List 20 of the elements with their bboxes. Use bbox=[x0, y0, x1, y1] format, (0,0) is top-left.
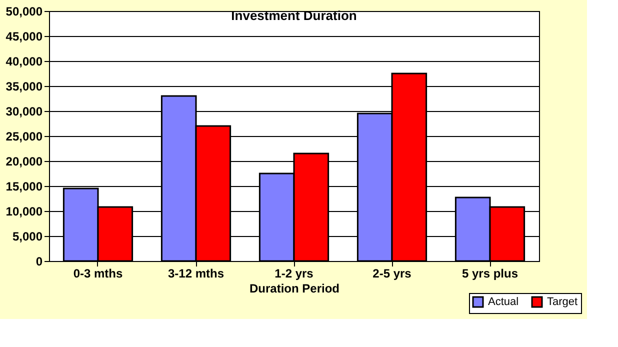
y-tick-label: 15,000 bbox=[6, 180, 43, 194]
x-tick-label: 2-5 yrs bbox=[372, 266, 412, 280]
y-tick-label: 0 bbox=[36, 254, 43, 268]
y-tick-label: 5,000 bbox=[12, 230, 43, 244]
chart-title: Investment Duration bbox=[231, 8, 357, 23]
y-tick-label: 45,000 bbox=[6, 30, 43, 44]
x-tick-label: 1-2 yrs bbox=[274, 266, 314, 280]
x-tick-label: 3-12 mths bbox=[168, 266, 224, 280]
x-tick-label: 5 yrs plus bbox=[462, 266, 518, 280]
legend-label: Actual bbox=[488, 296, 519, 308]
y-tick-label: 25,000 bbox=[6, 130, 43, 144]
y-tick-label: 30,000 bbox=[6, 104, 43, 118]
legend-label: Target bbox=[547, 296, 578, 308]
x-axis-title: Duration Period bbox=[249, 282, 340, 296]
y-tick-label: 10,000 bbox=[6, 204, 43, 218]
y-tick-label: 35,000 bbox=[6, 80, 43, 94]
y-tick-label: 50,000 bbox=[6, 4, 43, 18]
x-tick-label: 0-3 mths bbox=[73, 266, 123, 280]
y-tick-label: 40,000 bbox=[6, 54, 43, 68]
y-tick-label: 20,000 bbox=[6, 154, 43, 168]
